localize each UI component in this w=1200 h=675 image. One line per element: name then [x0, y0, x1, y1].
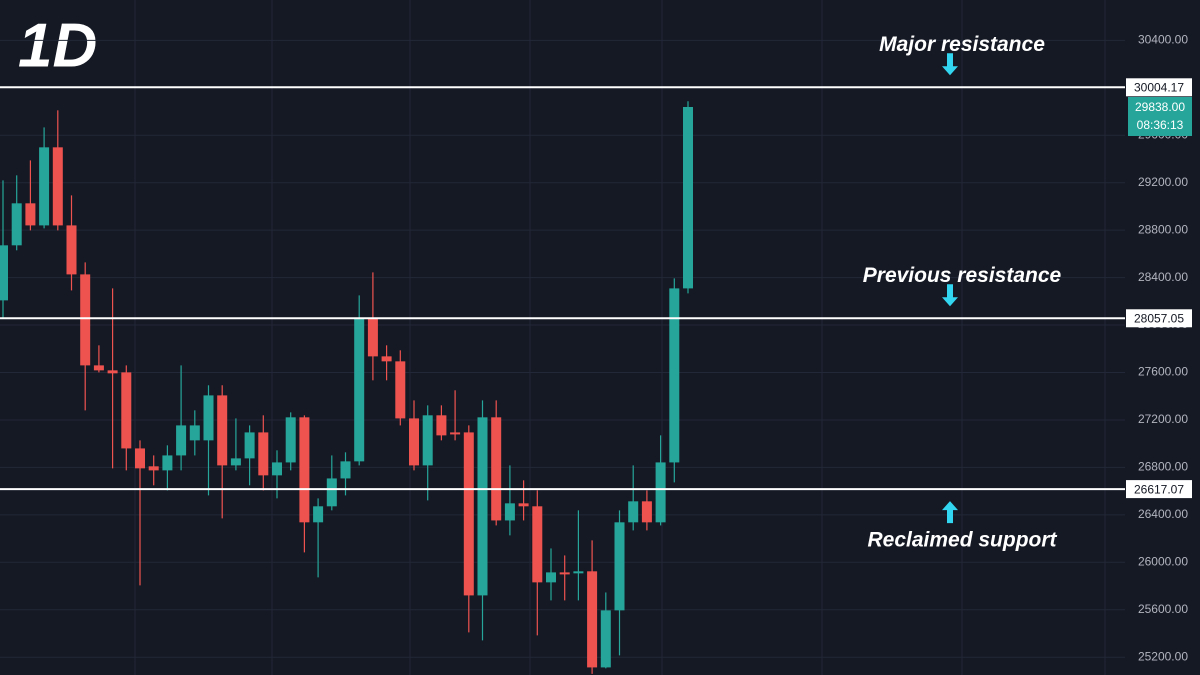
- candle-body: [272, 462, 282, 476]
- candle-body: [587, 571, 598, 668]
- candle-body: [491, 417, 502, 521]
- candle-body: [299, 417, 310, 523]
- candle-body: [683, 107, 693, 289]
- vertical-grid: [134, 0, 1106, 675]
- candle-body: [614, 522, 625, 611]
- y-tick-label: 26000.00: [1138, 554, 1188, 568]
- level-label-box: [1126, 480, 1192, 499]
- level-label: 26617.07: [1134, 482, 1184, 496]
- candle-body: [66, 225, 77, 275]
- annotation: Major resistance: [879, 33, 1045, 56]
- candle-body: [189, 425, 200, 441]
- candle-body: [107, 370, 118, 374]
- candle-body: [80, 274, 91, 366]
- candle-body: [25, 203, 36, 226]
- candle-body: [532, 506, 543, 583]
- y-tick-label: 28800.00: [1138, 222, 1188, 236]
- candle-body: [285, 417, 296, 463]
- candle-body: [518, 503, 529, 507]
- level-label-box: [1126, 78, 1192, 97]
- candle-body: [52, 147, 63, 226]
- countdown: 08:36:13: [1137, 118, 1184, 132]
- last-price-box: [1128, 97, 1192, 137]
- level-label-box: [1126, 309, 1192, 328]
- candle-body: [546, 572, 556, 583]
- candle-body: [422, 415, 433, 466]
- candle-body: [628, 501, 639, 523]
- candle-body: [641, 501, 652, 523]
- candle-body: [121, 372, 132, 449]
- candle-body: [258, 432, 269, 476]
- candle-body: [477, 417, 488, 596]
- candle-body: [436, 415, 447, 436]
- candle-body: [354, 318, 365, 462]
- annotation-arrow: [942, 53, 958, 76]
- annotation: Reclaimed support: [867, 529, 1057, 552]
- y-tick-label: 29200.00: [1138, 175, 1188, 189]
- candle-body: [559, 572, 570, 575]
- y-tick-label: 27600.00: [1138, 365, 1188, 379]
- candle-body: [504, 503, 515, 521]
- candle-body: [313, 506, 324, 523]
- candle-body: [655, 462, 666, 523]
- candle-body: [11, 203, 22, 246]
- candle-body: [148, 466, 159, 471]
- y-tick-label: 30400.00: [1138, 33, 1188, 47]
- candle-body: [176, 425, 187, 456]
- candle-body: [340, 461, 351, 479]
- candle-body: [135, 448, 145, 469]
- annotation: Previous resistance: [863, 264, 1062, 287]
- y-tick-label: 26800.00: [1138, 460, 1188, 474]
- candle-body: [217, 395, 228, 466]
- level-label: 30004.17: [1134, 80, 1184, 94]
- candle-body: [573, 571, 584, 574]
- candle-body: [409, 418, 419, 466]
- candle-body: [395, 361, 406, 419]
- candle-body: [203, 395, 214, 441]
- candle-body: [669, 288, 680, 463]
- candle-body: [326, 478, 337, 507]
- candle-body: [230, 458, 241, 466]
- y-tick-label: 25600.00: [1138, 602, 1188, 616]
- chart-title: 1D: [18, 11, 97, 80]
- y-tick-label: 26400.00: [1138, 507, 1188, 521]
- candle-body: [367, 318, 378, 357]
- candle-body: [600, 610, 611, 668]
- annotation-arrow: [942, 284, 958, 307]
- level-label: 28057.05: [1134, 311, 1184, 325]
- candle-body: [162, 455, 173, 471]
- last-price-label: 29838.00: [1135, 100, 1185, 114]
- candle-body: [39, 147, 50, 226]
- candle-body: [93, 365, 104, 371]
- candle-body: [381, 356, 392, 362]
- y-tick-label: 27200.00: [1138, 412, 1188, 426]
- y-tick-label: 25200.00: [1138, 649, 1188, 663]
- annotation-arrow: [942, 501, 958, 524]
- candle-body: [244, 432, 255, 459]
- candle-body: [450, 432, 461, 435]
- candle-body: [0, 245, 8, 301]
- y-tick-label: 28400.00: [1138, 270, 1188, 284]
- candle-body: [463, 432, 474, 596]
